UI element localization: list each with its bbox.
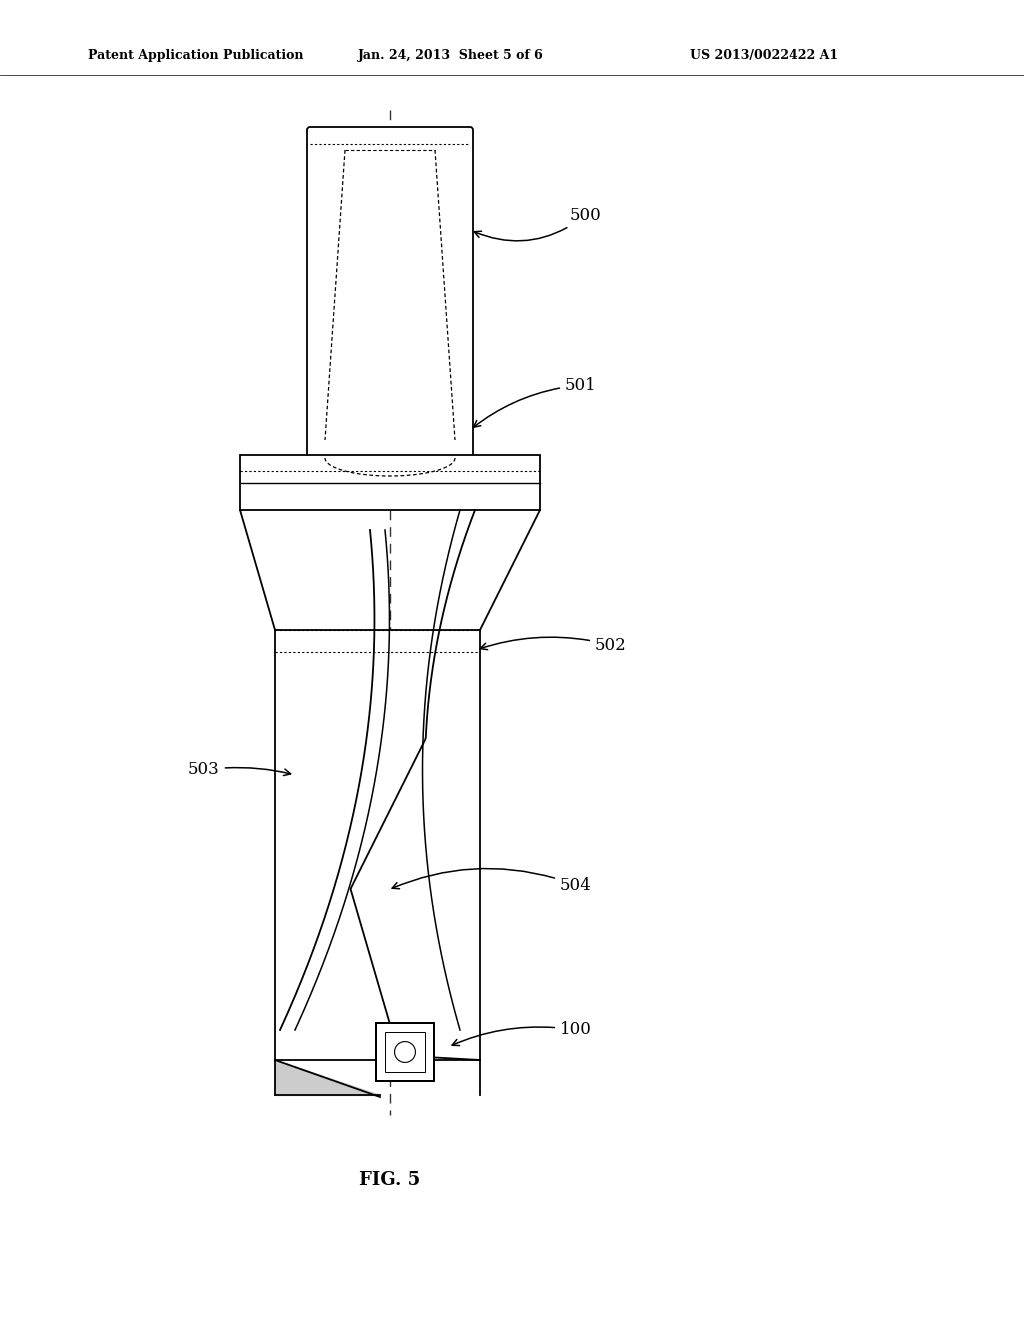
Text: Patent Application Publication: Patent Application Publication: [88, 49, 303, 62]
Text: US 2013/0022422 A1: US 2013/0022422 A1: [690, 49, 838, 62]
Circle shape: [394, 1041, 416, 1063]
Text: 503: 503: [188, 762, 291, 779]
Text: Jan. 24, 2013  Sheet 5 of 6: Jan. 24, 2013 Sheet 5 of 6: [358, 49, 544, 62]
Text: 100: 100: [453, 1022, 592, 1045]
Bar: [385, 1032, 425, 1072]
Text: 504: 504: [392, 869, 592, 894]
Text: FIG. 5: FIG. 5: [359, 1171, 421, 1189]
Bar: [240, 455, 540, 510]
FancyBboxPatch shape: [307, 127, 473, 458]
Bar: [275, 630, 480, 1060]
Polygon shape: [275, 1060, 380, 1096]
Text: 501: 501: [473, 376, 597, 428]
Text: 500: 500: [474, 206, 602, 240]
Text: 502: 502: [480, 636, 627, 653]
Bar: [376, 1023, 434, 1081]
